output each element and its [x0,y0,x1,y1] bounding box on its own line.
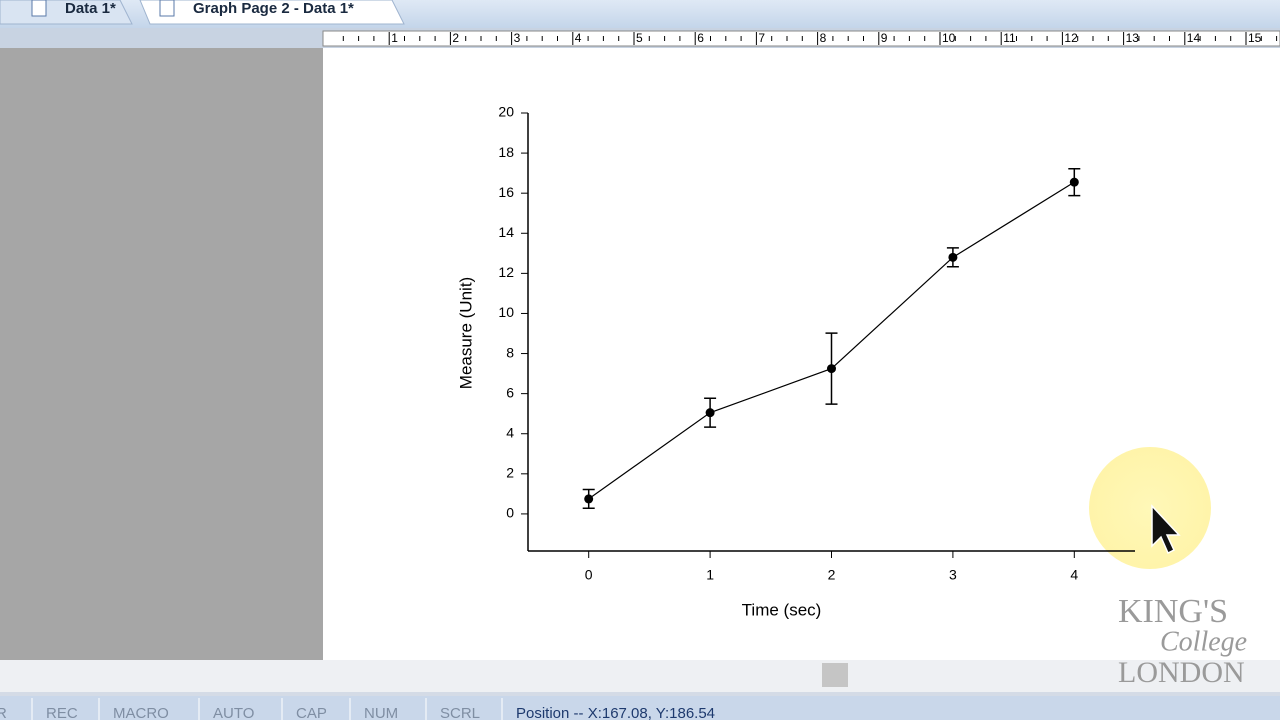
logo-text: LONDON [1118,656,1245,689]
y-tick-label: 14 [498,224,514,240]
y-tick-label: 8 [506,344,514,360]
x-tick-label: 3 [949,567,957,583]
ruler-label: 15 [1248,31,1262,45]
ruler-label: 2 [452,31,459,45]
status-item: MACRO [113,705,169,720]
cursor [1151,504,1181,555]
y-tick-label: 6 [506,384,514,400]
ruler-label: 14 [1187,31,1201,45]
scroll-thumb[interactable] [822,663,848,687]
data-point [827,364,836,374]
data-point [705,408,715,418]
ruler-label: 7 [758,31,765,45]
tab-label: Data 1* [65,0,116,17]
data-point [948,252,958,262]
tab-graph[interactable] [139,0,405,25]
status-bar [0,696,1280,720]
y-tick-label: 16 [498,184,514,200]
status-item: CAP [296,705,327,720]
ruler-label: 3 [514,31,521,45]
tab-icon [159,0,175,17]
y-tick-label: 20 [498,104,514,120]
logo-text: KING'S [1118,593,1228,630]
x-tick-label: 2 [828,567,836,583]
cursor-highlight [1089,447,1211,569]
data-point [1069,177,1079,187]
ruler-label: 6 [697,31,704,45]
y-tick-label: 18 [498,144,514,160]
x-tick-label: 0 [585,567,593,583]
ruler-label: 9 [881,31,888,45]
ruler-label: 1 [391,31,398,45]
scrollbar [0,660,1280,692]
status-item: NUM [364,705,398,720]
y-tick-label: 12 [498,264,514,280]
status-item: SCRL [440,705,480,720]
ruler-label: 12 [1064,31,1078,45]
status-item: REC [46,705,78,720]
ruler-label: 4 [575,31,582,45]
ruler-label: 10 [942,31,956,45]
chart: 1 2 3 4 5 6 7 8 9 10 11 12 13 14 15R REC MACRO AUTO CAP NUM… [0,31,1278,722]
ruler-label: 5 [636,31,643,45]
y-tick-label: 10 [498,304,514,320]
y-tick-label: 0 [506,505,514,521]
y-axis-label: Measure (Unit) [456,277,475,389]
side-panel [0,48,323,660]
y-tick-label: 4 [506,424,514,440]
ruler-label: 8 [820,31,827,45]
y-tick-label: 2 [506,465,514,481]
x-axis-label: Time (sec) [742,600,822,619]
ruler-label: 11 [1003,31,1016,45]
status-item: Position -- X:167.08, Y:186.54 [516,705,715,720]
tab-label: Graph Page 2 - Data 1* [193,0,354,17]
x-tick-label: 4 [1070,567,1078,583]
status-item: AUTO [213,705,254,720]
status-item: R [0,705,7,720]
tab-icon [31,0,47,17]
ruler [322,30,1280,47]
ruler-label: 13 [1126,31,1140,45]
x-tick-label: 1 [706,567,714,583]
logo-text: College [1160,626,1247,657]
data-point [584,494,594,504]
